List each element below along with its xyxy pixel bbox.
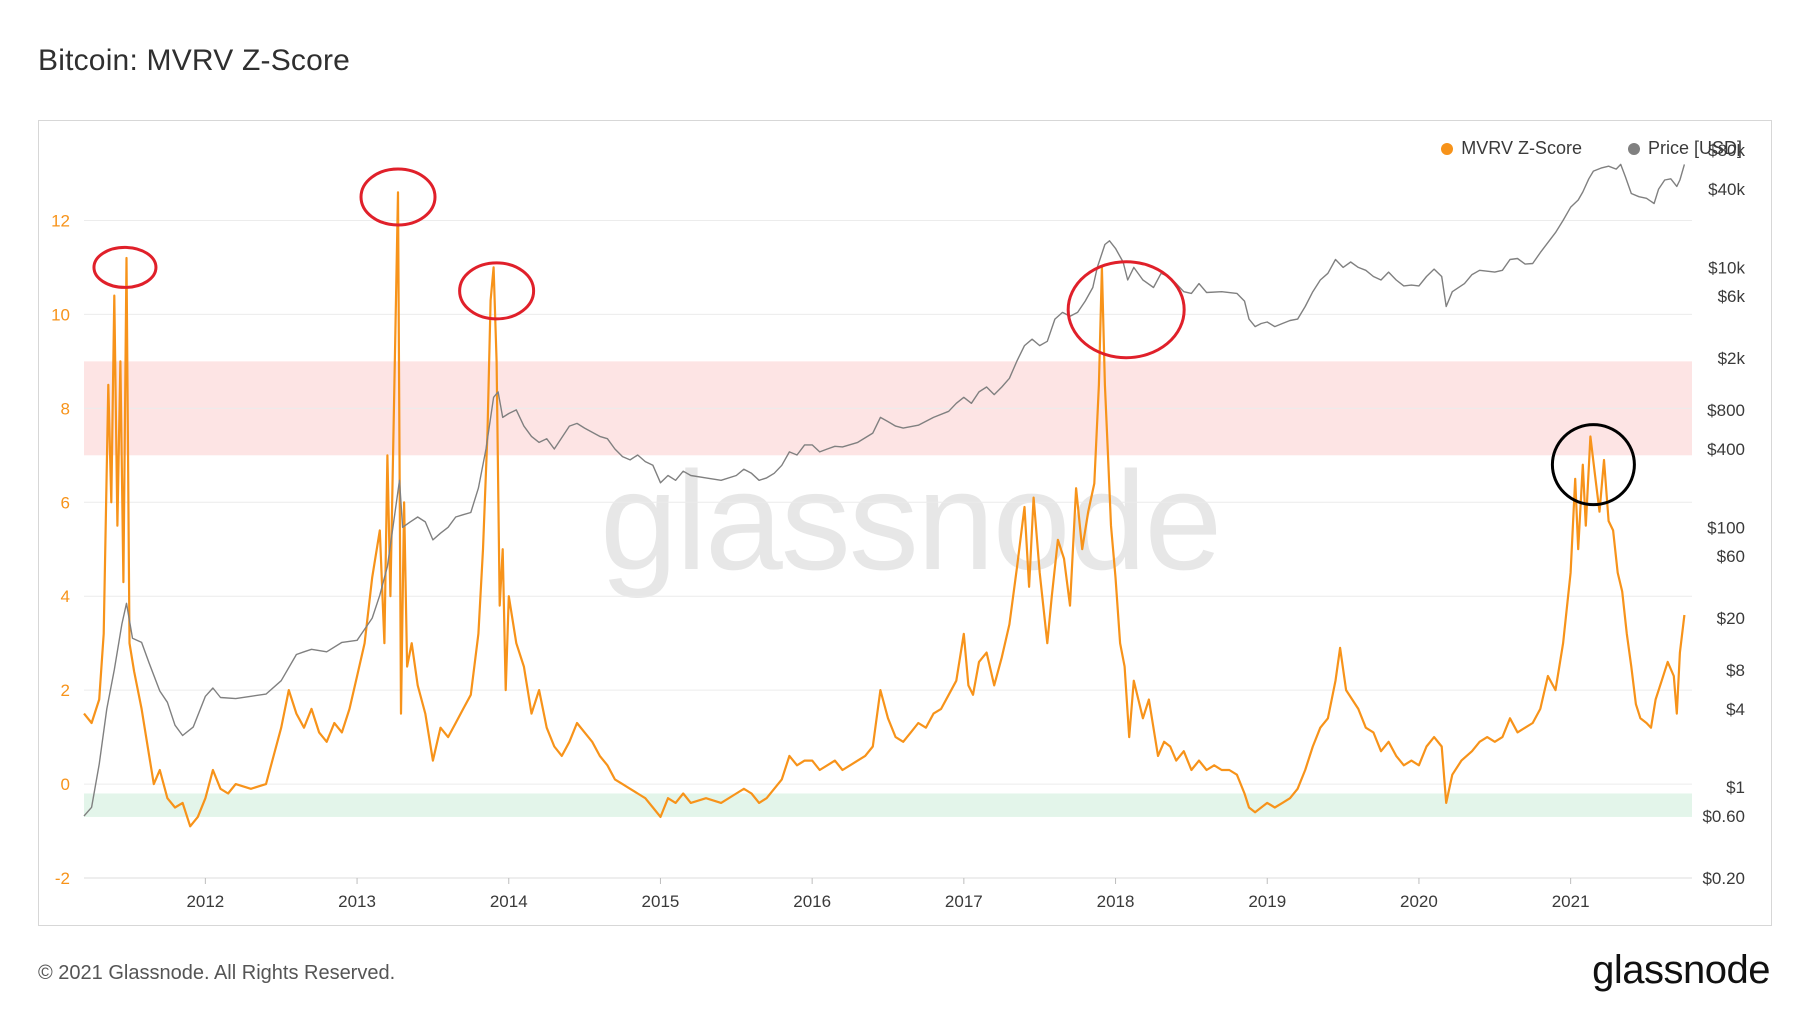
- y-left-tick-label: 6: [61, 493, 70, 512]
- y-right-tick-label: $1: [1726, 778, 1745, 797]
- y-left-tick-label: 2: [61, 681, 70, 700]
- series-line-mvrv: [83, 191, 1686, 828]
- y-right-tick-label: $40k: [1708, 180, 1745, 199]
- x-tick-label: 2017: [945, 892, 983, 911]
- legend-dot-mvrv: [1441, 142, 1454, 155]
- series-line-price: [83, 163, 1686, 817]
- annotation-circle: [458, 261, 536, 321]
- y-right-tick-label: $100: [1707, 518, 1745, 537]
- y-left-tick-label: 12: [51, 211, 70, 230]
- y-left-tick-label: 0: [61, 775, 70, 794]
- legend-label-mvrv: MVRV Z-Score: [1461, 138, 1582, 158]
- annotation-circle: [1550, 423, 1636, 507]
- y-left-tick-label: -2: [55, 869, 70, 888]
- y-right-tick-label: $4: [1726, 700, 1745, 719]
- footer-copyright: © 2021 Glassnode. All Rights Reserved.: [38, 962, 396, 984]
- y-right-tick-label: $6k: [1718, 287, 1746, 306]
- annotation-circle: [359, 167, 437, 227]
- glassnode-logo[interactable]: glassnode: [1592, 948, 1770, 992]
- y-right-tick-label: $2k: [1718, 349, 1746, 368]
- y-right-tick-label: $8: [1726, 661, 1745, 680]
- y-left-tick-label: 8: [61, 399, 70, 418]
- y-right-tick-label: $800: [1707, 401, 1745, 420]
- x-tick-label: 2014: [490, 892, 528, 911]
- y-left-tick-label: 10: [51, 305, 70, 324]
- legend-item-mvrv[interactable]: MVRV Z-Score: [1441, 138, 1582, 159]
- legend: MVRV Z-Score Price [USD]: [1441, 138, 1742, 159]
- x-tick-label: 2021: [1552, 892, 1590, 911]
- x-tick-label: 2012: [186, 892, 224, 911]
- legend-dot-price: [1627, 142, 1640, 155]
- y-right-tick-label: $0.60: [1702, 807, 1745, 826]
- legend-label-price: Price [USD]: [1647, 138, 1742, 158]
- x-tick-label: 2020: [1400, 892, 1438, 911]
- y-right-tick-label: $60: [1717, 547, 1745, 566]
- y-right-tick-label: $20: [1717, 609, 1745, 628]
- annotation-circle: [92, 245, 158, 289]
- band-low: [84, 793, 1692, 817]
- chart-frame: [38, 120, 1772, 926]
- y-right-tick-label: $80k: [1708, 141, 1745, 160]
- x-tick-label: 2019: [1248, 892, 1286, 911]
- x-tick-label: 2018: [1097, 892, 1135, 911]
- page-title: Bitcoin: MVRV Z-Score: [38, 44, 351, 77]
- y-left-tick-label: 4: [61, 587, 70, 606]
- y-right-tick-label: $10k: [1708, 258, 1745, 277]
- y-right-tick-label: $0.20: [1702, 869, 1745, 888]
- x-tick-label: 2013: [338, 892, 376, 911]
- annotation-circle: [1066, 260, 1186, 360]
- legend-item-price[interactable]: Price [USD]: [1627, 138, 1742, 159]
- x-tick-label: 2015: [642, 892, 680, 911]
- x-tick-label: 2016: [793, 892, 831, 911]
- y-right-tick-label: $400: [1707, 440, 1745, 459]
